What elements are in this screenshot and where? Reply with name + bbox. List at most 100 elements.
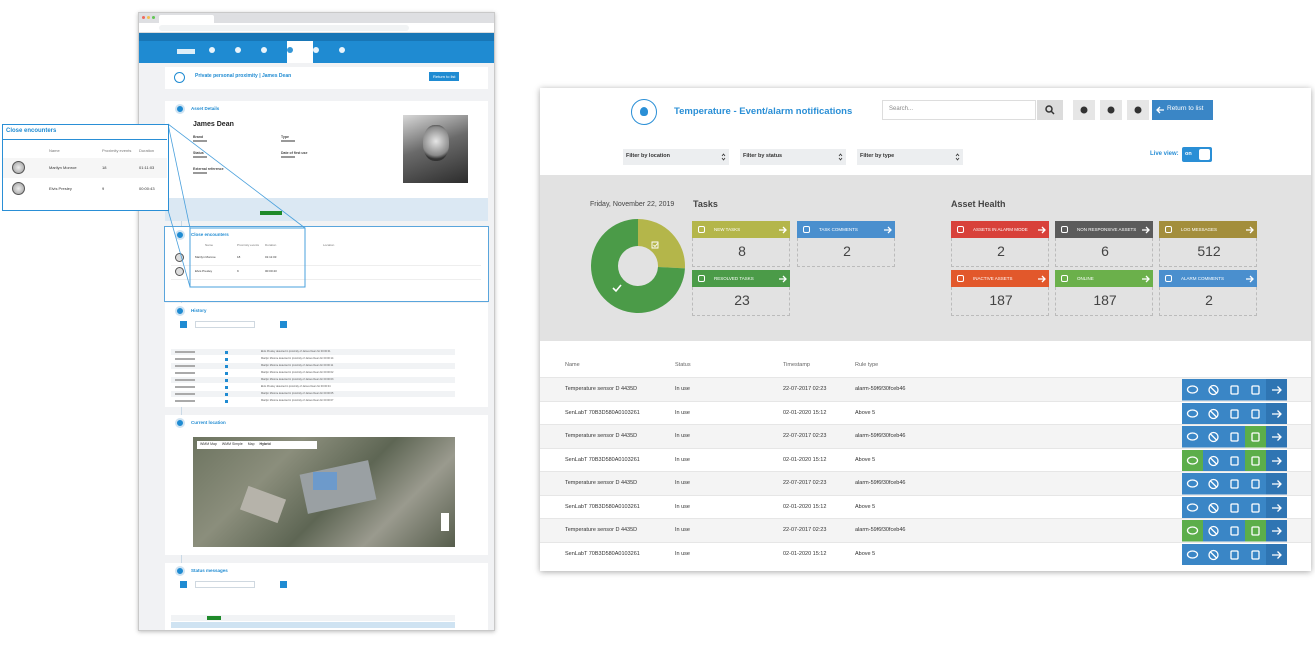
filter[interactable]: Filter by location — [623, 149, 729, 165]
nav-item — [209, 47, 215, 53]
history-icon — [225, 392, 228, 396]
table-cell: Above 5 — [855, 503, 876, 510]
tile-value: 187 — [989, 292, 1013, 308]
tile-body: 23 — [692, 287, 790, 316]
action-button — [1245, 426, 1266, 448]
button-glyph — [1210, 527, 1217, 535]
field-value — [193, 172, 207, 174]
table-cell: 22-07-2017 02:23 — [783, 386, 827, 392]
button-glyph — [1210, 551, 1217, 558]
field-label: Type — [281, 135, 289, 139]
table-cell: Above 5 — [855, 456, 876, 463]
history-row — [171, 363, 455, 369]
nav-item — [261, 47, 267, 53]
nav-item — [235, 47, 241, 53]
table-row: SenLabT 70B3D580A0103261 In use 02-01-2020… — [540, 494, 1311, 518]
table-cell: 02-01-2020 15:12 — [783, 456, 827, 463]
tile-arrow — [884, 226, 892, 234]
stat-tile[interactable]: NEW TASKS 8 — [692, 221, 790, 267]
stat-tile[interactable]: NON RESPONSIVE ASSETS 6 — [1055, 221, 1153, 267]
callout-header: Proximity events — [102, 148, 132, 153]
caret — [838, 153, 843, 161]
section-title: Current location — [191, 420, 226, 425]
dashboard-title: Temperature - Event/alarm notifications — [674, 106, 853, 117]
tile-value: 8 — [738, 243, 746, 259]
button-bg — [1224, 379, 1245, 401]
slice-glyph — [651, 241, 659, 249]
tile-value: 187 — [1093, 292, 1117, 308]
history-time — [175, 372, 195, 374]
stat-tile[interactable]: RESOLVED TASKS 23 — [692, 270, 790, 316]
logo — [177, 49, 195, 54]
tile-arrow — [779, 226, 787, 234]
section-title: Asset Details — [191, 106, 220, 111]
stat-tile[interactable]: TASK COMMENTS 2 — [797, 221, 895, 267]
table-cell: In use — [675, 527, 690, 533]
tile-header: TASK COMMENTS — [797, 221, 895, 238]
button-bg — [1182, 496, 1203, 518]
stat-tile[interactable]: ALARM COMMENTS 2 — [1159, 270, 1257, 316]
tile-arrow — [1246, 275, 1254, 283]
cell: 00:00:43 — [265, 269, 277, 273]
search-box[interactable]: Search... — [882, 100, 1036, 120]
map-tab[interactable]: WMM Map — [200, 442, 217, 446]
tile-body: 187 — [951, 287, 1049, 316]
history-row — [171, 349, 455, 355]
return-button[interactable]: Return to list — [1152, 100, 1213, 120]
button-bg — [1245, 473, 1266, 495]
callout-cell: 9 — [102, 186, 105, 191]
table-cell: 22-07-2017 02:23 — [783, 433, 827, 439]
button-glyph — [1230, 455, 1239, 466]
tasks-donut — [591, 219, 685, 313]
column-header: Name — [565, 362, 580, 368]
tile-body: 187 — [1055, 287, 1153, 316]
button-bg — [1182, 473, 1203, 495]
map-tab[interactable]: Hybrid — [259, 442, 271, 446]
stat-tile[interactable]: ONLINE 187 — [1055, 270, 1153, 316]
section-card: Status messages — [165, 563, 488, 630]
action-button — [1224, 496, 1245, 518]
tile-body: 2 — [797, 238, 895, 267]
button-glyph — [1251, 502, 1260, 513]
history-time — [175, 400, 195, 402]
action-button — [1245, 473, 1266, 495]
filter[interactable]: Filter by type — [857, 149, 963, 165]
tile-glyph — [1165, 275, 1172, 282]
history-row — [171, 377, 455, 383]
table-row: SenLabT 70B3D580A0103261 In use 02-01-2020… — [540, 541, 1311, 565]
action-button — [1182, 426, 1203, 448]
tile-label: TASK COMMENTS — [819, 226, 858, 232]
filter[interactable]: Filter by status — [740, 149, 846, 165]
stat-tile[interactable]: ASSETS IN ALARM MODE 2 — [951, 221, 1049, 267]
history-icon — [225, 357, 228, 361]
stat-tile[interactable]: LOG MESSAGES 512 — [1159, 221, 1257, 267]
button-glyph — [1208, 431, 1219, 443]
cell: 9 — [237, 269, 239, 273]
button-glyph — [1210, 433, 1217, 441]
callout-cell: Marilyn Monroe — [49, 165, 77, 170]
logo-dot — [640, 107, 648, 116]
tile-value: 512 — [1197, 243, 1221, 259]
back-button[interactable]: Return to list — [429, 72, 460, 81]
map-tab[interactable]: Map — [247, 442, 255, 446]
live-toggle[interactable]: on — [1182, 147, 1212, 162]
action-button — [1266, 473, 1287, 495]
tile-label: INACTIVE ASSETS — [973, 275, 1013, 281]
table-row: Temperature sensor D 4435D In use 22-07-20… — [540, 424, 1311, 448]
tile-value: 23 — [734, 292, 750, 308]
field-label: Status — [193, 151, 204, 155]
section-card: Close encounters Name Proximity events Dura… — [164, 226, 489, 302]
action-button — [1203, 496, 1224, 518]
history-icon — [225, 364, 228, 368]
history-time — [175, 365, 195, 367]
table-cell: alarm-59f6f30fceb46 — [855, 433, 906, 439]
history-text: Marilyn Monroe detected in proximity of … — [261, 371, 334, 374]
tile-value: 2 — [997, 243, 1005, 259]
table-cell: SenLabT 70B3D580A0103261 — [565, 409, 640, 416]
stat-tile[interactable]: INACTIVE ASSETS 187 — [951, 270, 1049, 316]
action-button — [1266, 402, 1287, 424]
table-cell: alarm-59f6f30fceb46 — [855, 386, 906, 392]
button-glyph — [1251, 549, 1260, 560]
field-label: Brand — [193, 135, 204, 139]
map-tab[interactable]: WMM Simple — [221, 442, 243, 446]
